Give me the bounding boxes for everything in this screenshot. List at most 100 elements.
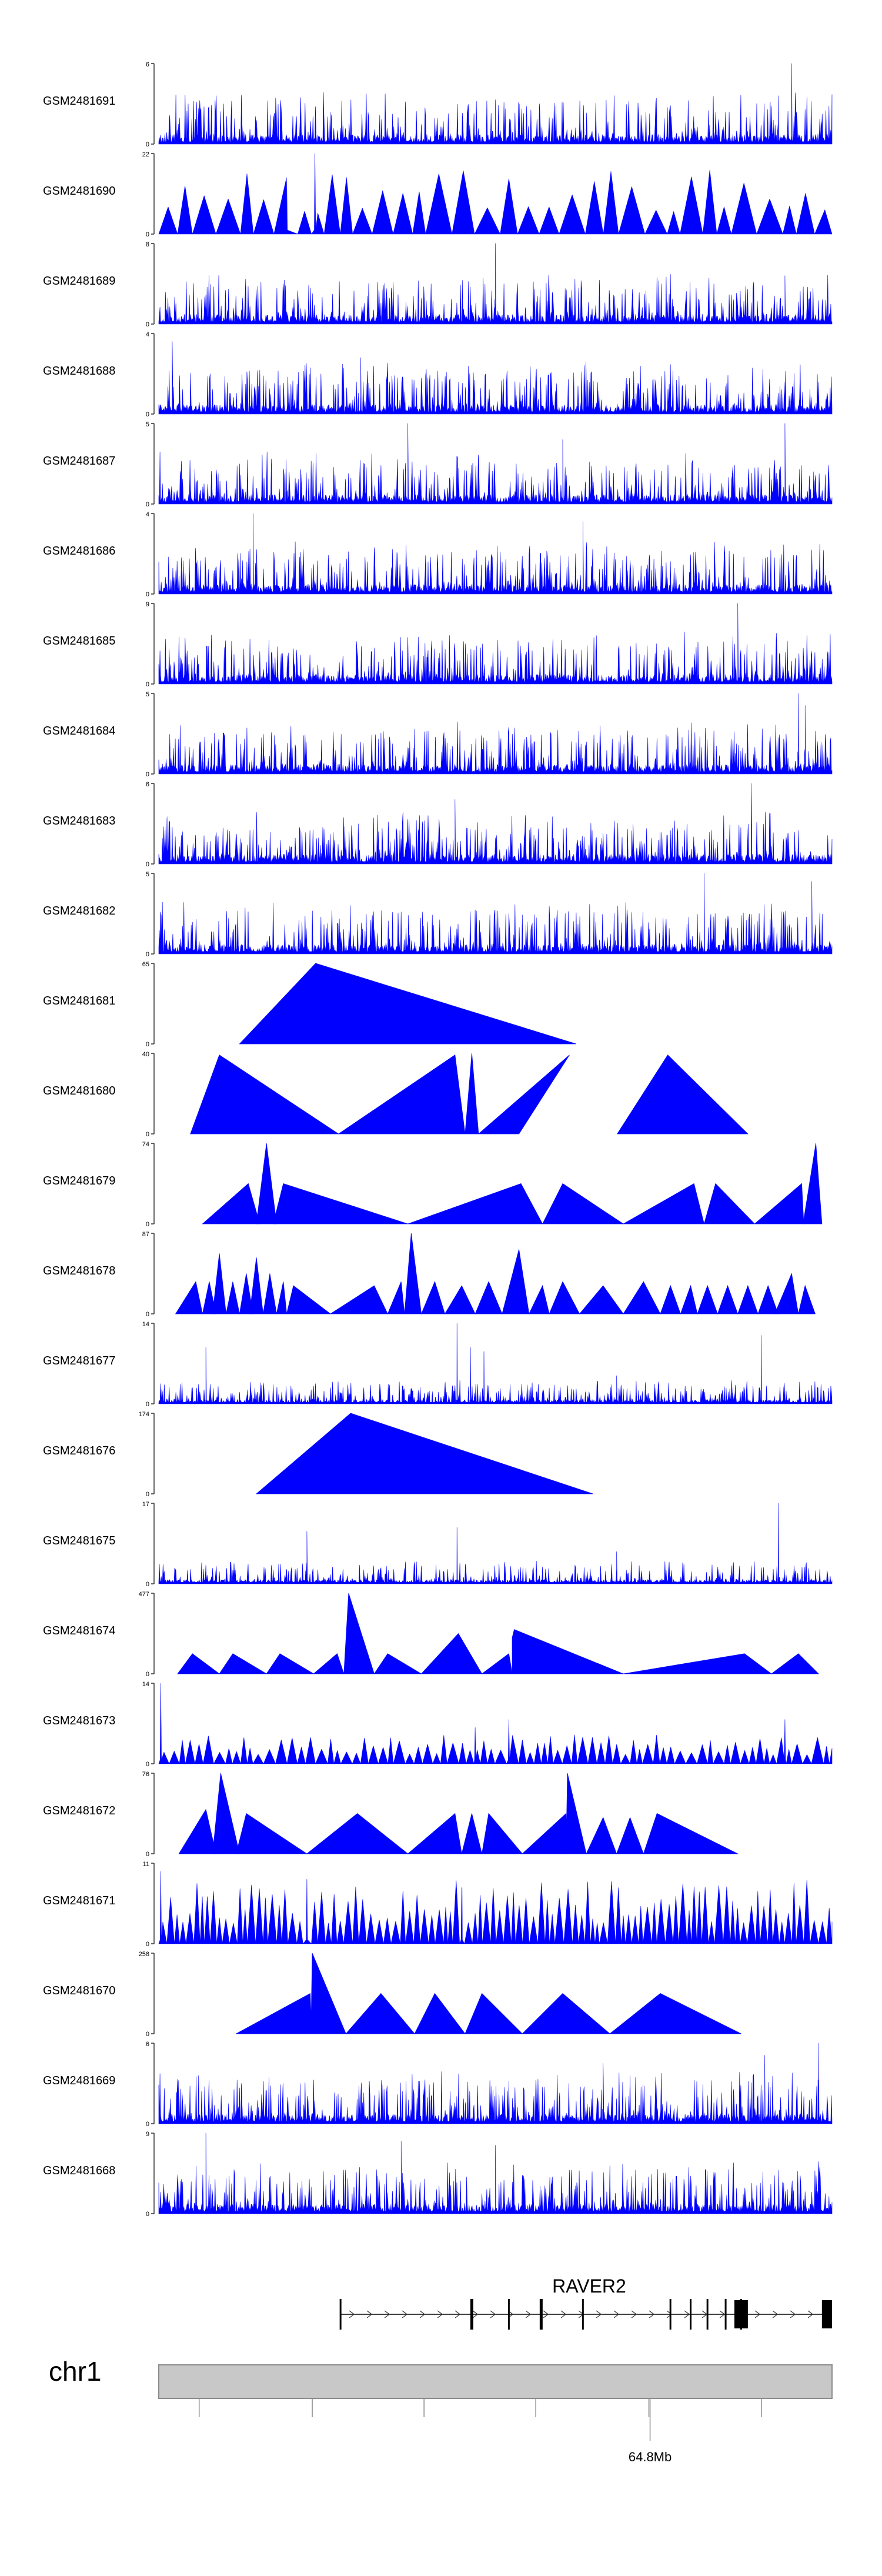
- y-max-label: 76: [142, 1771, 149, 1778]
- coverage-track: GSM2481685 9 0: [43, 601, 833, 688]
- y-min-label: 0: [146, 681, 149, 688]
- strand-arrow: [366, 2310, 373, 2318]
- track-label: GSM2481691: [43, 95, 115, 108]
- y-min-label: 0: [146, 1581, 149, 1588]
- coverage-peak: [461, 1813, 483, 1854]
- coverage-track: GSM2481672 76 0: [43, 1771, 738, 1858]
- coverage-peak: [803, 1143, 823, 1224]
- coverage-track: GSM2481671 11 0: [43, 1861, 833, 1948]
- gene-exon: [539, 2299, 543, 2330]
- coverage-track: GSM2481669 6 0: [43, 2041, 833, 2128]
- coverage-peak: [754, 1183, 804, 1224]
- track-label: GSM2481682: [43, 905, 115, 917]
- coverage-peak: [202, 1282, 216, 1314]
- y-max-label: 9: [146, 2131, 149, 2138]
- coverage-peak: [343, 1593, 375, 1674]
- coverage-peak: [660, 1284, 681, 1314]
- coverage-peak: [770, 1653, 820, 1674]
- strand-arrow: [437, 2310, 443, 2318]
- coverage-track: GSM2481690 22 0: [43, 151, 833, 238]
- coverage-area: [158, 153, 833, 235]
- coverage-peak: [482, 1813, 523, 1854]
- coverage-peak: [202, 1183, 260, 1224]
- coverage-peak: [616, 1817, 644, 1854]
- y-min-label: 0: [146, 1311, 149, 1318]
- gene-exon: [507, 2299, 510, 2330]
- track-label: GSM2481669: [43, 2074, 115, 2087]
- coverage-peak: [465, 1993, 523, 2034]
- coverage-peak: [522, 1813, 568, 1854]
- y-max-label: 8: [146, 241, 149, 248]
- coverage-track: GSM2481689 8 0: [43, 241, 833, 328]
- track-label: GSM2481676: [43, 1444, 115, 1457]
- y-min-label: 0: [146, 1671, 149, 1678]
- coverage-peak: [622, 1183, 704, 1224]
- strand-arrow: [384, 2310, 390, 2318]
- coverage-peak: [481, 1653, 513, 1674]
- coverage-peak: [643, 1813, 738, 1854]
- strand-arrow: [684, 2310, 690, 2318]
- coverage-track: GSM2481682 5 0: [43, 871, 833, 958]
- track-label: GSM2481686: [43, 545, 115, 558]
- strand-arrow: [631, 2310, 637, 2318]
- track-label: GSM2481674: [43, 1624, 115, 1637]
- coverage-track: GSM2481686 4 0: [43, 511, 833, 598]
- strand-arrow: [596, 2310, 602, 2318]
- track-label: GSM2481688: [43, 365, 115, 378]
- strand-arrow: [790, 2310, 796, 2318]
- strand-arrow: [525, 2310, 532, 2318]
- coverage-track: GSM2481674 477 0: [43, 1591, 820, 1678]
- track-label: GSM2481690: [43, 185, 115, 198]
- strand-arrow: [719, 2310, 726, 2318]
- coverage-peak: [212, 1773, 240, 1854]
- track-label: GSM2481683: [43, 815, 115, 827]
- y-min-label: 0: [146, 591, 149, 598]
- coverage-track: GSM2481677 14 0: [43, 1321, 833, 1408]
- strand-arrow: [543, 2310, 549, 2318]
- coverage-peak: [256, 1143, 277, 1224]
- strand-arrow: [807, 2310, 814, 2318]
- chromosome-ideogram-track: chr1 64.8Mb: [49, 2356, 833, 2464]
- track-label: GSM2481679: [43, 1174, 115, 1187]
- gene-exon: [706, 2299, 709, 2330]
- y-max-label: 87: [142, 1231, 149, 1238]
- strand-arrow: [666, 2310, 673, 2318]
- coverage-peak: [276, 1282, 287, 1314]
- track-label: GSM2481671: [43, 1894, 115, 1907]
- y-max-label: 5: [146, 691, 149, 698]
- coverage-track: GSM2481675 17 0: [43, 1501, 833, 1588]
- y-max-label: 6: [146, 2041, 149, 2048]
- coverage-peak: [239, 1273, 253, 1314]
- gene-name-label: RAVER2: [552, 2275, 626, 2297]
- coverage-track: GSM2481679 74 0: [43, 1141, 823, 1228]
- coverage-area: [158, 1683, 833, 1764]
- strand-arrow: [649, 2310, 655, 2318]
- y-max-label: 17: [142, 1501, 149, 1508]
- strand-arrow: [349, 2310, 355, 2318]
- y-max-label: 6: [146, 781, 149, 788]
- coverage-area: [158, 873, 833, 955]
- coverage-peak: [512, 1629, 624, 1674]
- coverage-peak: [226, 1282, 240, 1314]
- y-min-label: 0: [146, 2121, 149, 2128]
- track-label: GSM2481675: [43, 1534, 115, 1547]
- coverage-peak: [502, 1249, 530, 1314]
- y-min-label: 0: [146, 1851, 149, 1858]
- coverage-area: [158, 603, 833, 685]
- gene-annotation-track: RAVER2: [339, 2275, 832, 2330]
- y-max-label: 5: [146, 421, 149, 428]
- coverage-peak: [420, 1281, 446, 1314]
- coverage-peak: [774, 1273, 799, 1314]
- coverage-peak: [420, 1633, 483, 1674]
- y-max-label: 22: [142, 151, 149, 158]
- gene-exon: [582, 2299, 584, 2330]
- coverage-track: GSM2481680 40 0: [43, 1051, 749, 1138]
- coverage-peak: [263, 1273, 277, 1314]
- coverage-peak: [212, 1253, 226, 1314]
- y-max-label: 40: [142, 1051, 149, 1058]
- track-label: GSM2481670: [43, 1984, 115, 1997]
- coverage-peak: [737, 1284, 759, 1314]
- track-label: GSM2481673: [43, 1714, 115, 1727]
- coverage-peak: [266, 1653, 315, 1674]
